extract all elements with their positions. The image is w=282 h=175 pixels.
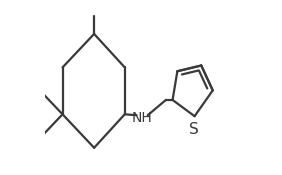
Text: NH: NH <box>132 111 152 125</box>
Text: S: S <box>189 122 199 137</box>
